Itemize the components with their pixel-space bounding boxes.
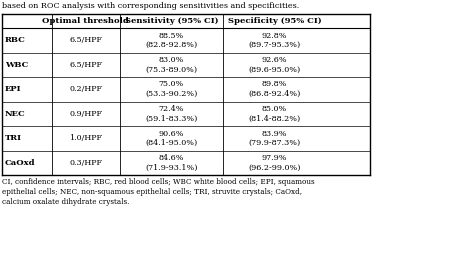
Text: 84.6%
(71.9-93.1%): 84.6% (71.9-93.1%) (145, 154, 198, 171)
Text: CI, confidence intervals; RBC, red blood cells; WBC white blood cells; EPI, squa: CI, confidence intervals; RBC, red blood… (2, 178, 315, 206)
Text: CaOxd: CaOxd (5, 159, 36, 167)
Text: TRI: TRI (5, 134, 22, 142)
Text: EPI: EPI (5, 85, 21, 93)
Text: 97.9%
(96.2-99.0%): 97.9% (96.2-99.0%) (248, 154, 301, 171)
Text: 75.0%
(53.3-90.2%): 75.0% (53.3-90.2%) (145, 80, 198, 98)
Text: 0.9/HPF: 0.9/HPF (69, 110, 102, 118)
Text: 83.9%
(79.9-87.3%): 83.9% (79.9-87.3%) (248, 129, 301, 147)
Text: 88.5%
(82.8-92.8%): 88.5% (82.8-92.8%) (145, 32, 197, 49)
Text: Sensitivity (95% CI): Sensitivity (95% CI) (125, 17, 218, 25)
Text: WBC: WBC (5, 61, 28, 69)
Text: 92.6%
(89.6-95.0%): 92.6% (89.6-95.0%) (248, 56, 301, 73)
Text: 89.8%
(86.8-92.4%): 89.8% (86.8-92.4%) (248, 80, 301, 98)
Text: NEC: NEC (5, 110, 26, 118)
Text: 92.8%
(89.7-95.3%): 92.8% (89.7-95.3%) (248, 32, 301, 49)
Text: 0.2/HPF: 0.2/HPF (69, 85, 102, 93)
Text: RBC: RBC (5, 36, 26, 44)
Text: Optimal threshold: Optimal threshold (42, 17, 129, 25)
Text: based on ROC analysis with corresponding sensitivities and specificities.: based on ROC analysis with corresponding… (2, 2, 299, 10)
Text: 83.0%
(75.3-89.0%): 83.0% (75.3-89.0%) (145, 56, 197, 73)
Text: Specificity (95% CI): Specificity (95% CI) (228, 17, 321, 25)
Text: 6.5/HPF: 6.5/HPF (69, 61, 102, 69)
Text: 72.4%
(59.1-83.3%): 72.4% (59.1-83.3%) (145, 105, 198, 123)
Text: 90.6%
(84.1-95.0%): 90.6% (84.1-95.0%) (145, 129, 197, 147)
Text: 1.0/HPF: 1.0/HPF (69, 134, 102, 142)
Text: 0.3/HPF: 0.3/HPF (69, 159, 102, 167)
Text: 6.5/HPF: 6.5/HPF (69, 36, 102, 44)
Text: 85.0%
(81.4-88.2%): 85.0% (81.4-88.2%) (248, 105, 301, 123)
